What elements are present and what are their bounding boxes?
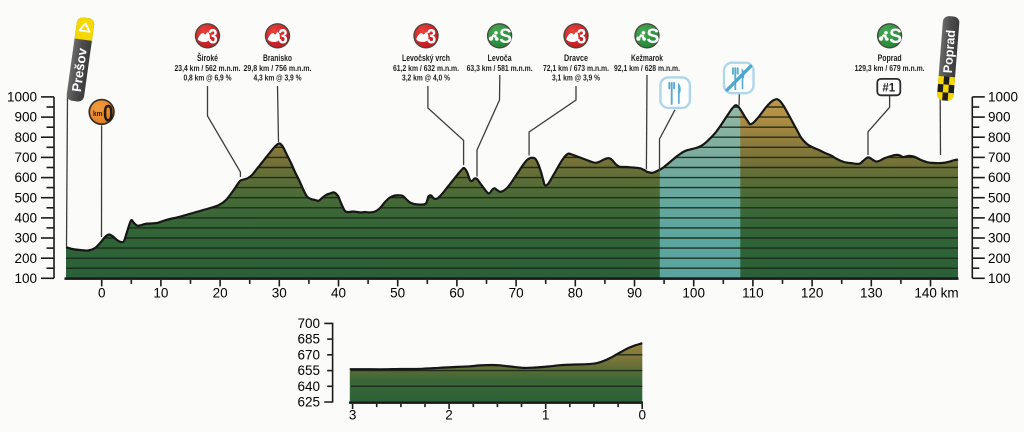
- svg-text:900: 900: [988, 110, 1011, 125]
- svg-text:3: 3: [577, 25, 587, 49]
- svg-text:120: 120: [801, 286, 824, 301]
- svg-text:Poprad: Poprad: [878, 53, 902, 63]
- svg-text:3,2 km @ 4,0 %: 3,2 km @ 4,0 %: [402, 73, 450, 83]
- svg-text:700: 700: [297, 316, 320, 331]
- svg-text:40: 40: [331, 286, 346, 301]
- svg-text:0: 0: [638, 408, 646, 423]
- svg-text:130: 130: [860, 286, 883, 301]
- svg-text:Levočský vrch: Levočský vrch: [402, 53, 450, 63]
- svg-text:km: km: [93, 111, 102, 119]
- svg-text:200: 200: [14, 251, 37, 266]
- svg-text:Prešov: Prešov: [69, 46, 90, 92]
- svg-text:100: 100: [682, 286, 705, 301]
- svg-text:S: S: [647, 24, 660, 48]
- svg-text:300: 300: [988, 231, 1011, 246]
- svg-text:100: 100: [14, 271, 37, 286]
- svg-text:1000: 1000: [7, 90, 37, 105]
- svg-text:0: 0: [103, 100, 113, 127]
- svg-text:3,1 km @ 3,9 %: 3,1 km @ 3,9 %: [552, 73, 600, 83]
- svg-text:1000: 1000: [988, 90, 1018, 105]
- svg-text:2: 2: [445, 408, 453, 423]
- svg-text:1: 1: [542, 408, 550, 423]
- svg-text:Široké: Široké: [197, 52, 218, 63]
- svg-text:700: 700: [14, 150, 37, 165]
- svg-text:63,3 km / 581 m.n.m.: 63,3 km / 581 m.n.m.: [467, 63, 533, 73]
- svg-text:Kežmarok: Kežmarok: [631, 53, 664, 63]
- svg-text:0: 0: [98, 286, 106, 301]
- svg-text:0,8 km @ 6,9 %: 0,8 km @ 6,9 %: [184, 73, 232, 83]
- svg-text:S: S: [889, 24, 902, 48]
- svg-text:20: 20: [213, 286, 228, 301]
- svg-text:300: 300: [14, 231, 37, 246]
- svg-text:110: 110: [742, 286, 764, 301]
- svg-text:625: 625: [297, 395, 320, 410]
- svg-text:60: 60: [449, 286, 464, 301]
- svg-text:500: 500: [988, 190, 1011, 205]
- svg-text:92,1 km / 628 m.n.m.: 92,1 km / 628 m.n.m.: [614, 63, 680, 73]
- svg-text:30: 30: [272, 286, 287, 301]
- svg-text:3: 3: [349, 408, 357, 423]
- svg-text:400: 400: [14, 211, 37, 226]
- svg-text:600: 600: [14, 170, 37, 185]
- svg-text:Dravce: Dravce: [564, 53, 588, 63]
- svg-text:600: 600: [988, 170, 1011, 185]
- svg-text:70: 70: [509, 286, 524, 301]
- svg-text:500: 500: [14, 190, 37, 205]
- svg-text:Levoča: Levoča: [488, 53, 513, 63]
- svg-text:S: S: [499, 24, 512, 48]
- svg-text:640: 640: [297, 379, 320, 394]
- svg-text:655: 655: [297, 363, 320, 378]
- svg-text:700: 700: [988, 150, 1011, 165]
- svg-text:200: 200: [988, 251, 1011, 266]
- svg-text:800: 800: [988, 130, 1011, 145]
- svg-text:50: 50: [390, 286, 405, 301]
- svg-text:#1: #1: [882, 82, 895, 94]
- svg-text:61,2 km / 632 m.n.m.: 61,2 km / 632 m.n.m.: [393, 63, 459, 73]
- svg-text:Branisko: Branisko: [263, 53, 292, 63]
- svg-text:670: 670: [297, 347, 320, 362]
- svg-text:4,3 km @ 3,9 %: 4,3 km @ 3,9 %: [254, 73, 302, 83]
- svg-text:129,3 km / 679 m.n.m.: 129,3 km / 679 m.n.m.: [855, 63, 925, 73]
- svg-text:72,1 km / 673 m.n.m.: 72,1 km / 673 m.n.m.: [543, 63, 609, 73]
- svg-text:80: 80: [568, 286, 583, 301]
- svg-text:23,4 km / 562 m.n.m.: 23,4 km / 562 m.n.m.: [175, 63, 241, 73]
- svg-text:800: 800: [14, 130, 37, 145]
- svg-text:900: 900: [14, 110, 37, 125]
- svg-text:90: 90: [627, 286, 642, 301]
- svg-text:400: 400: [988, 211, 1011, 226]
- svg-text:140 km: 140 km: [914, 286, 958, 301]
- svg-text:10: 10: [153, 286, 168, 301]
- svg-text:29,8 km / 756 m.n.m.: 29,8 km / 756 m.n.m.: [244, 63, 312, 73]
- svg-text:100: 100: [988, 271, 1011, 286]
- svg-text:3: 3: [208, 25, 218, 49]
- svg-text:685: 685: [297, 332, 320, 347]
- svg-text:3: 3: [427, 25, 437, 49]
- svg-text:3: 3: [278, 25, 288, 49]
- svg-text:Poprad: Poprad: [941, 29, 958, 73]
